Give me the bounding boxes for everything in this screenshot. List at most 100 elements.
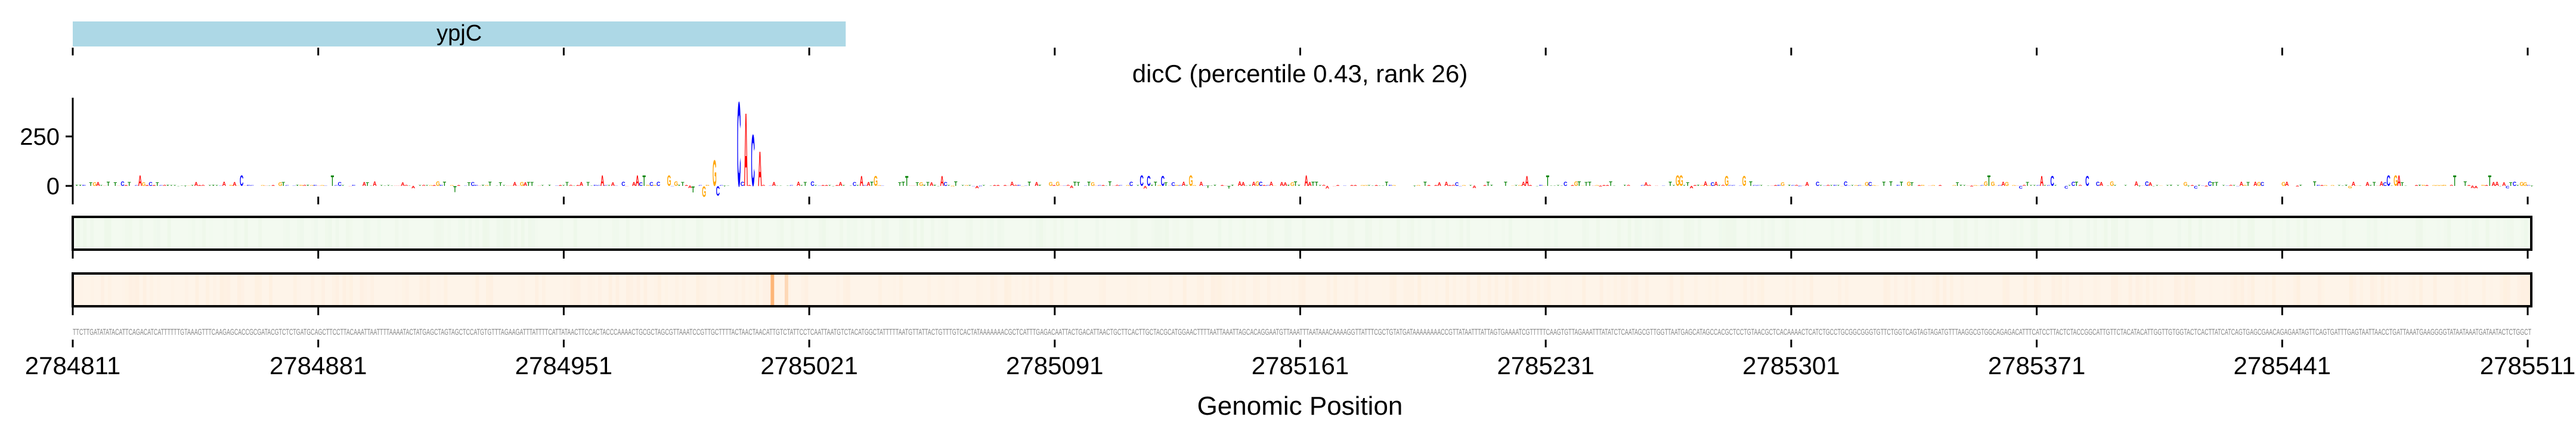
heatmap-cell <box>888 273 892 306</box>
heatmap-cell <box>1953 217 1957 250</box>
heatmap-cell <box>2125 217 2129 250</box>
logo-letter-T: T <box>1318 185 1322 186</box>
logo-letter-A: A <box>1305 172 1308 189</box>
logo-letter-C: C <box>1098 185 1102 186</box>
heatmap-cell <box>297 273 301 306</box>
logo-letter-T: T <box>1311 181 1314 188</box>
heatmap-cell <box>2485 217 2490 250</box>
logo-letter-G: G <box>299 185 304 186</box>
logo-letter-T: T <box>1550 185 1553 186</box>
heatmap-cell <box>577 273 581 306</box>
heatmap-cell <box>2472 273 2475 306</box>
heatmap-cell <box>234 217 238 250</box>
logo-letter-T: T <box>1469 185 1473 186</box>
heatmap-cell <box>1655 217 1659 250</box>
x-tick-label: 2784951 <box>515 352 613 380</box>
heatmap-cell <box>1964 217 1968 250</box>
logo-letter-A: A <box>243 185 247 186</box>
heatmap-cell <box>1169 273 1173 306</box>
heatmap-cell <box>843 217 847 250</box>
logo-letter-T: T <box>1683 185 1686 186</box>
logo-letter-T: T <box>1889 181 1892 188</box>
heatmap-cell <box>1004 273 1008 306</box>
heatmap-cell <box>1617 217 1621 250</box>
heatmap-cell <box>1466 273 1470 306</box>
logo-letter-T: T <box>503 185 506 186</box>
heatmap-cell <box>514 217 518 250</box>
heatmap-cell <box>1649 217 1652 250</box>
heatmap-cell <box>2174 273 2178 306</box>
heatmap-cell <box>311 273 315 306</box>
heatmap-cell <box>945 217 949 250</box>
heatmap-cell <box>1936 273 1940 306</box>
heatmap-cell <box>1645 217 1649 250</box>
heatmap-cell <box>2506 273 2510 306</box>
heatmap-cell <box>2528 273 2531 306</box>
logo-letter-C: C <box>1798 186 1803 187</box>
logo-letter-T: T <box>562 185 565 186</box>
logo-letter-A: A <box>2380 181 2383 188</box>
logo-letter-G: G <box>1543 185 1547 186</box>
heatmap-cell <box>2293 273 2297 306</box>
heatmap-cell <box>1397 217 1400 250</box>
heatmap-cell <box>2447 217 2451 250</box>
logo-letter-G: G <box>2439 185 2443 186</box>
logo-letter-T: T <box>723 186 727 187</box>
logo-letter-A: A <box>1221 185 1225 186</box>
logo-letter-G: G <box>705 185 710 186</box>
heatmap-cell <box>1974 273 1978 306</box>
logo-letter-C: C <box>2208 181 2212 188</box>
heatmap-cell <box>1922 273 1925 306</box>
heatmap-cell <box>665 273 668 306</box>
heatmap-cell <box>2272 217 2276 250</box>
heatmap-cell <box>927 273 931 306</box>
heatmap-cell <box>1715 273 1719 306</box>
logo-letter-T: T <box>1137 185 1140 186</box>
heatmap-cell <box>2139 273 2142 306</box>
logo-letter-T: T <box>191 185 194 186</box>
logo-letter-A: A <box>404 185 408 186</box>
heatmap-cell <box>153 217 157 250</box>
heatmap-cell <box>2181 273 2185 306</box>
logo-letter-T: T <box>184 186 187 187</box>
heatmap-cell <box>636 273 640 306</box>
heatmap-cell <box>1512 273 1516 306</box>
logo-letter-A: A <box>1270 181 1273 188</box>
logo-letter-T: T <box>1154 181 1157 188</box>
logo-letter-T: T <box>531 181 534 187</box>
heatmap-cell <box>2370 273 2374 306</box>
logo-letter-A: A <box>2141 185 2145 186</box>
logo-letter-T: T <box>2215 181 2219 187</box>
logo-letter-C: C <box>621 181 626 188</box>
heatmap-cell <box>1239 273 1243 306</box>
logo-letter-A: A <box>1448 185 1452 186</box>
logo-letter-G: G <box>1973 185 1977 186</box>
heatmap-cell <box>1652 217 1656 250</box>
logo-letter-G: G <box>2520 181 2524 187</box>
heatmap-cell <box>1466 217 1470 250</box>
heatmap-cell <box>139 217 143 250</box>
logo-letter-A: A <box>2502 181 2506 187</box>
logo-letter-T: T <box>1378 185 1382 186</box>
logo-letter-A: A <box>138 172 142 189</box>
heatmap-cell <box>1001 217 1005 250</box>
heatmap-cell <box>405 217 409 250</box>
heatmap-cell <box>1365 273 1368 306</box>
heatmap-cell <box>1288 217 1292 250</box>
heatmap-cell <box>913 217 917 250</box>
logo-letter-A: A <box>117 185 121 186</box>
heatmap-cell <box>1803 273 1806 306</box>
logo-letter-C: C <box>1140 172 1144 189</box>
heatmap-cell <box>587 273 591 306</box>
heatmap-cell <box>1568 273 1572 306</box>
heatmap-cell <box>569 273 574 306</box>
logo-letter-A: A <box>264 185 268 186</box>
heatmap-cell <box>942 273 945 306</box>
heatmap-cell <box>440 217 444 250</box>
logo-letter-T: T <box>100 185 103 186</box>
logo-letter-G: G <box>2281 181 2286 187</box>
heatmap-cell <box>128 217 132 250</box>
heatmap-cell <box>780 217 784 250</box>
logo-letter-T: T <box>681 181 685 187</box>
logo-letter-T: T <box>1385 181 1389 188</box>
